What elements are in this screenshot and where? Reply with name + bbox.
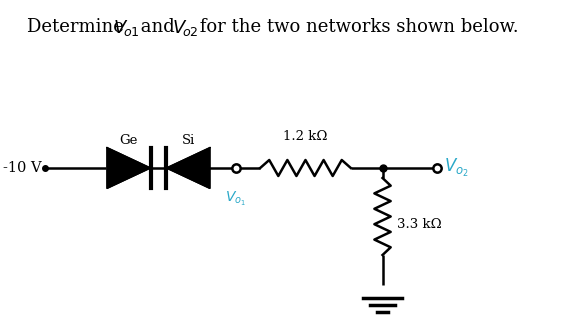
Text: Ge: Ge <box>120 134 138 147</box>
Polygon shape <box>107 148 151 188</box>
Text: 1.2 kΩ: 1.2 kΩ <box>283 130 328 143</box>
Text: 3.3 kΩ: 3.3 kΩ <box>397 218 442 231</box>
Text: $V_{\!o1}$: $V_{\!o1}$ <box>114 18 140 38</box>
Text: and: and <box>135 18 181 36</box>
Text: for the two networks shown below.: for the two networks shown below. <box>194 18 519 36</box>
Text: $V_{o_1}$: $V_{o_1}$ <box>225 190 247 208</box>
Text: -10 V: -10 V <box>3 161 42 175</box>
Text: $V_{o_2}$: $V_{o_2}$ <box>444 157 469 179</box>
Polygon shape <box>166 148 210 188</box>
Text: Determine: Determine <box>27 18 130 36</box>
Text: Si: Si <box>182 134 195 147</box>
Text: $V_{\!o2}$: $V_{\!o2}$ <box>172 18 199 38</box>
